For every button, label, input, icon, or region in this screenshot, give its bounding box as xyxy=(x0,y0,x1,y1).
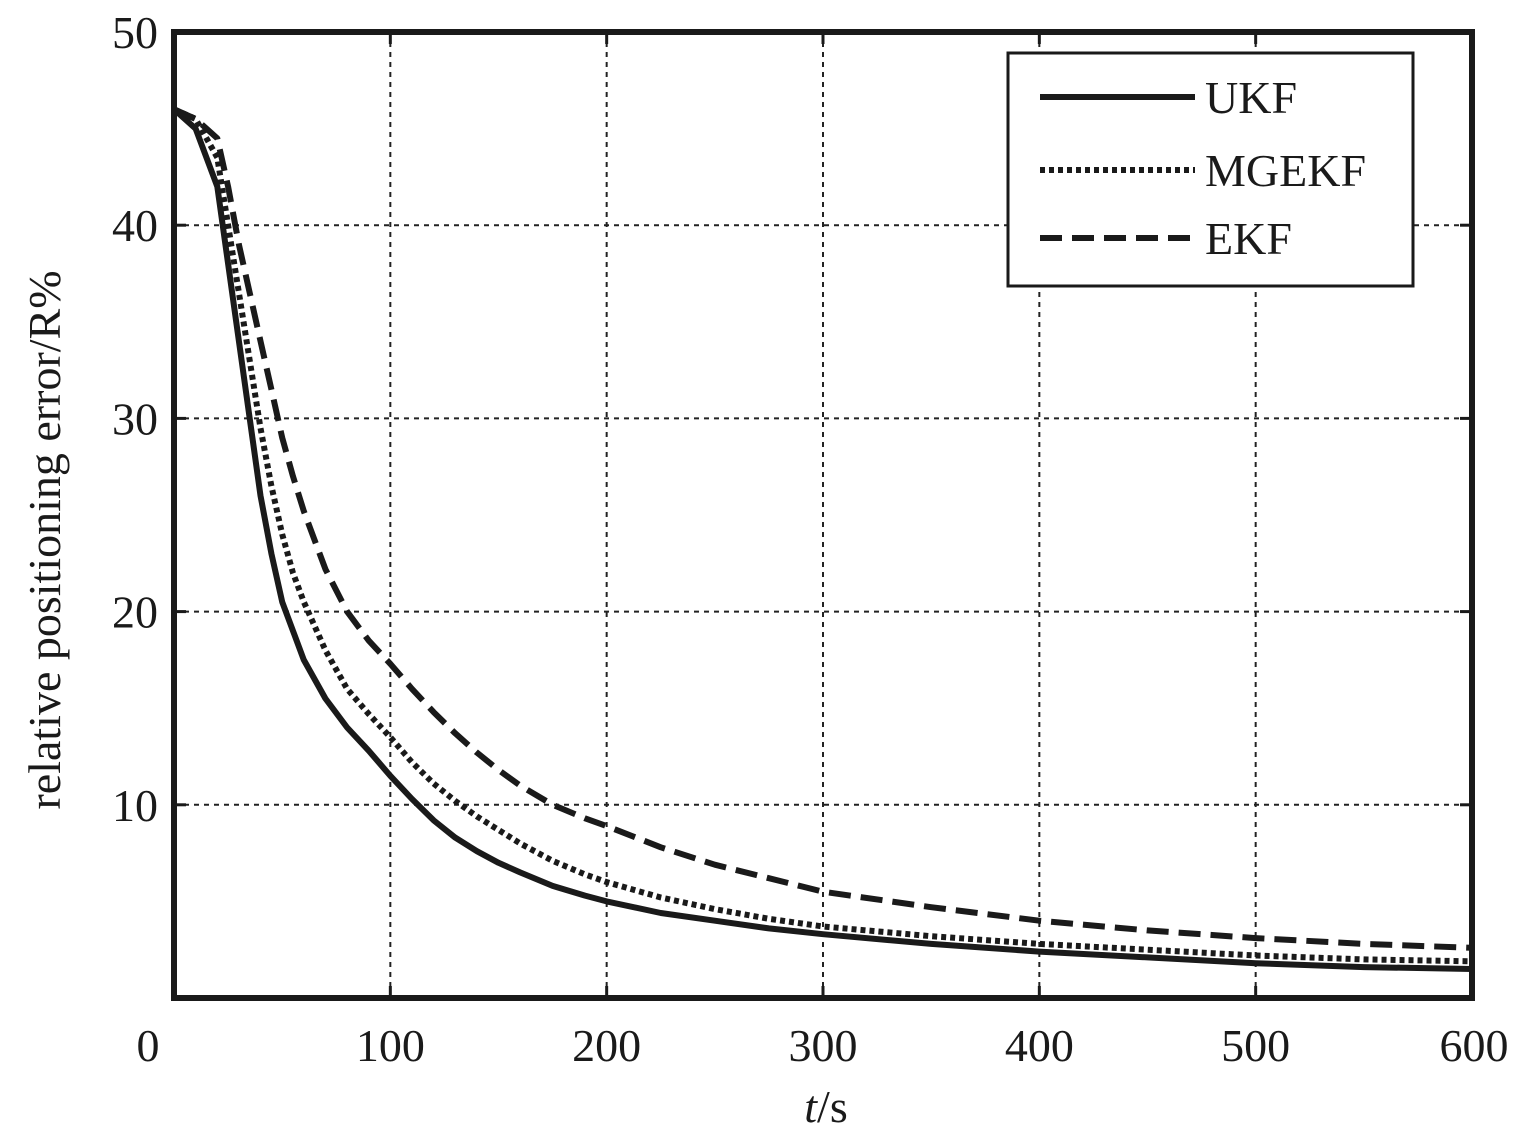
x-axis-label: t/s xyxy=(804,1081,847,1132)
series-line-mgekf xyxy=(172,106,1473,965)
y-tick-label: 20 xyxy=(112,587,158,638)
legend: UKF MGEKF EKF xyxy=(1006,51,1415,288)
x-tick-label: 300 xyxy=(789,1020,858,1071)
tick-labels: 0 100 200 300 400 500 600 10 20 30 40 50 xyxy=(112,7,1509,1071)
y-tick-label: 30 xyxy=(112,393,158,444)
legend-box xyxy=(1006,51,1415,288)
series-lines xyxy=(172,106,1473,972)
series-line-ukf xyxy=(172,107,1473,972)
y-tick-label: 10 xyxy=(112,780,158,831)
legend-label-mgekf: MGEKF xyxy=(1205,145,1366,196)
x-tick-label: 200 xyxy=(572,1020,641,1071)
legend-label-ukf: UKF xyxy=(1205,72,1297,123)
x-tick-label: 400 xyxy=(1005,1020,1074,1071)
x-tick-label: 500 xyxy=(1221,1020,1290,1071)
y-axis-label: relative positioning error/R% xyxy=(19,270,70,809)
x-tick-label: 600 xyxy=(1440,1020,1509,1071)
x-tick-label: 0 xyxy=(137,1020,160,1071)
y-tick-label: 50 xyxy=(112,7,158,58)
plot-frame xyxy=(171,29,1475,1001)
x-tick-label: 100 xyxy=(356,1020,425,1071)
y-tick-label: 40 xyxy=(112,200,158,251)
series-line-ekf xyxy=(172,106,1473,951)
legend-label-ekf: EKF xyxy=(1205,213,1292,264)
